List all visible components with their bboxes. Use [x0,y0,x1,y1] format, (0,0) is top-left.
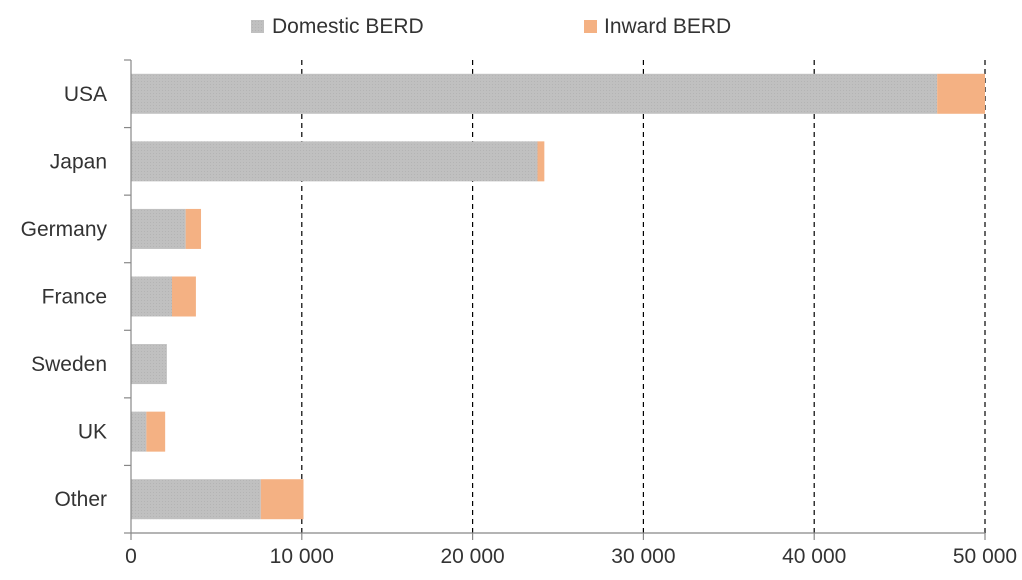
bar-germany-domestic-berd [131,208,186,249]
y-tick-label: Sweden [31,353,107,376]
bar-other-inward-berd [260,479,304,520]
bar-other-domestic-berd [131,479,261,520]
y-tick-label: Japan [50,150,107,173]
legend: Domestic BERD Inward BERD [251,15,731,38]
bar-usa-inward-berd [937,73,985,114]
y-tick-label: USA [64,83,107,106]
x-tick-label: 20 000 [440,545,504,568]
y-tick-label: Germany [21,218,108,241]
bars [131,73,985,520]
y-tick-label: Other [54,488,107,511]
bar-sweden-domestic-berd [131,344,167,385]
y-axis-labels: USA Japan Germany France Sweden UK Other [21,83,108,511]
gridlines [301,60,986,533]
y-tick-label: France [42,286,107,309]
x-tick-label: 10 000 [270,545,334,568]
legend-swatch-domestic-berd [251,20,264,33]
bar-france-domestic-berd [131,276,172,317]
legend-label-domestic-berd: Domestic BERD [272,15,424,38]
x-tick-label: 40 000 [782,545,846,568]
axes [124,59,986,540]
bar-france-inward-berd [171,276,196,317]
x-tick-label: 0 [125,545,137,568]
bar-japan-inward-berd [537,141,545,182]
y-tick-label: UK [78,421,107,444]
x-tick-label: 50 000 [953,545,1017,568]
bar-uk-domestic-berd [131,411,147,452]
bar-japan-domestic-berd [131,141,538,182]
legend-swatch-inward-berd [584,20,597,33]
bar-germany-inward-berd [185,208,202,249]
bar-uk-inward-berd [146,411,166,452]
legend-label-inward-berd: Inward BERD [604,15,731,38]
bar-usa-domestic-berd [131,73,938,114]
x-axis-labels: 0 10 000 20 000 30 000 40 000 50 000 [125,545,1017,568]
x-tick-label: 30 000 [611,545,675,568]
